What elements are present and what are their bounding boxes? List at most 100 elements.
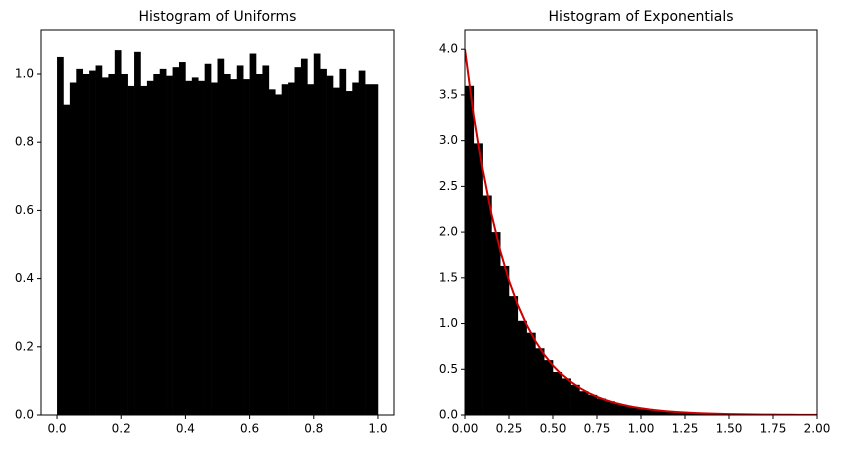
histogram-bar	[597, 398, 607, 415]
y-tick-label: 2.0	[439, 225, 458, 239]
histogram-bar	[685, 412, 695, 415]
x-tick-label: 0.00	[452, 422, 479, 436]
histogram-bar	[307, 84, 315, 415]
y-tick-label: 3.5	[439, 87, 458, 101]
y-tick-label: 0.0	[15, 408, 34, 422]
histogram-bar	[526, 332, 536, 415]
histogram-bar	[579, 391, 589, 415]
histogram-bar	[236, 65, 244, 415]
x-tick-label: 0.75	[584, 422, 611, 436]
histogram-bar	[211, 82, 218, 415]
histogram-bar	[570, 384, 580, 415]
histogram-bar	[288, 82, 295, 415]
histogram-bar	[358, 70, 366, 415]
histogram-bar	[281, 84, 289, 415]
y-tick-label: 0.6	[15, 203, 34, 217]
histogram-bar	[159, 68, 167, 415]
histogram-bar	[249, 53, 257, 416]
histogram-bar	[326, 75, 334, 415]
y-tick-label: 0.8	[15, 135, 34, 149]
histogram-bar	[172, 67, 180, 416]
histogram-bar	[676, 412, 686, 415]
histogram-bar	[63, 104, 71, 415]
y-tick-label: 2.5	[439, 179, 458, 193]
histogram-bar	[300, 58, 308, 416]
y-tick-label: 1.5	[439, 270, 458, 284]
x-tick-label: 2.00	[804, 422, 831, 436]
histogram-bar	[76, 68, 84, 415]
x-tick-label: 0.4	[176, 422, 195, 436]
histogram-bar	[140, 85, 148, 415]
chart-title: Histogram of Exponentials	[548, 9, 733, 25]
y-tick-label: 4.0	[439, 42, 458, 56]
histogram-bar	[69, 82, 77, 415]
y-tick-label: 1.0	[439, 316, 458, 330]
x-tick-label: 1.75	[760, 422, 787, 436]
histogram-bar	[333, 87, 340, 415]
histogram-bar	[230, 79, 238, 415]
histogram-bar	[134, 51, 141, 416]
histogram-bar	[500, 265, 510, 415]
x-tick-label: 0.6	[240, 422, 259, 436]
histogram-bar	[345, 91, 353, 415]
histogram-bar	[127, 85, 135, 415]
y-tick-label: 0.4	[15, 271, 34, 285]
histogram-bar	[658, 410, 668, 415]
histogram-bar	[473, 143, 483, 415]
histogram-bar	[262, 65, 270, 415]
histogram-bar	[614, 404, 624, 415]
histogram-bar	[178, 62, 186, 415]
histogram-bar	[198, 80, 205, 415]
histogram-bar	[294, 67, 302, 416]
y-tick-label: 0.2	[15, 339, 34, 353]
histogram-bar	[191, 77, 199, 415]
histogram-bar	[108, 73, 116, 415]
histogram-bar	[632, 407, 642, 415]
histogram-bar	[153, 73, 161, 415]
histogram-bar	[339, 68, 347, 415]
histogram-bar	[275, 94, 282, 416]
y-tick-label: 3.0	[439, 133, 458, 147]
histogram-bar	[561, 378, 571, 415]
histogram-bar	[121, 73, 128, 415]
axes-frame	[40, 29, 395, 416]
histogram-bar	[535, 348, 545, 415]
x-tick-label: 0.2	[112, 422, 131, 436]
histogram-bar	[649, 410, 659, 415]
x-tick-label: 0.50	[540, 422, 567, 436]
histogram-bar	[517, 320, 527, 415]
histogram-bar	[371, 84, 379, 415]
x-tick-label: 1.00	[628, 422, 655, 436]
x-tick-label: 0.8	[304, 422, 323, 436]
histogram-bar	[101, 77, 109, 415]
histogram-bar	[217, 58, 225, 416]
y-tick-label: 0.0	[439, 408, 458, 422]
histogram-bar	[605, 401, 615, 415]
histogram-bar	[185, 80, 193, 415]
histogram-bar	[114, 50, 122, 416]
histogram-bar	[465, 85, 475, 416]
histogram-bar	[352, 82, 359, 415]
histogram-bar	[268, 89, 276, 415]
y-tick-label: 0.5	[439, 362, 458, 376]
y-tick-label: 1.0	[15, 66, 34, 80]
x-tick-label: 0.25	[496, 422, 523, 436]
histogram-bar	[243, 79, 250, 415]
histogram-bar	[553, 372, 563, 415]
histogram-bar	[320, 68, 327, 415]
histogram-bar	[223, 73, 231, 415]
histogram-bar	[482, 195, 492, 415]
histogram-bar	[95, 65, 103, 415]
x-tick-label: 1.0	[368, 422, 387, 436]
histogram-bar	[204, 63, 212, 416]
x-tick-label: 1.50	[716, 422, 743, 436]
histogram-bar	[146, 80, 154, 415]
histogram-bar	[544, 360, 554, 415]
histogram-bar	[166, 75, 173, 415]
histogram-bar	[667, 411, 677, 415]
histogram-bar	[365, 84, 372, 415]
histogram-bar	[491, 232, 501, 415]
histogram-bar	[57, 56, 64, 416]
histogram-bar	[82, 73, 90, 415]
